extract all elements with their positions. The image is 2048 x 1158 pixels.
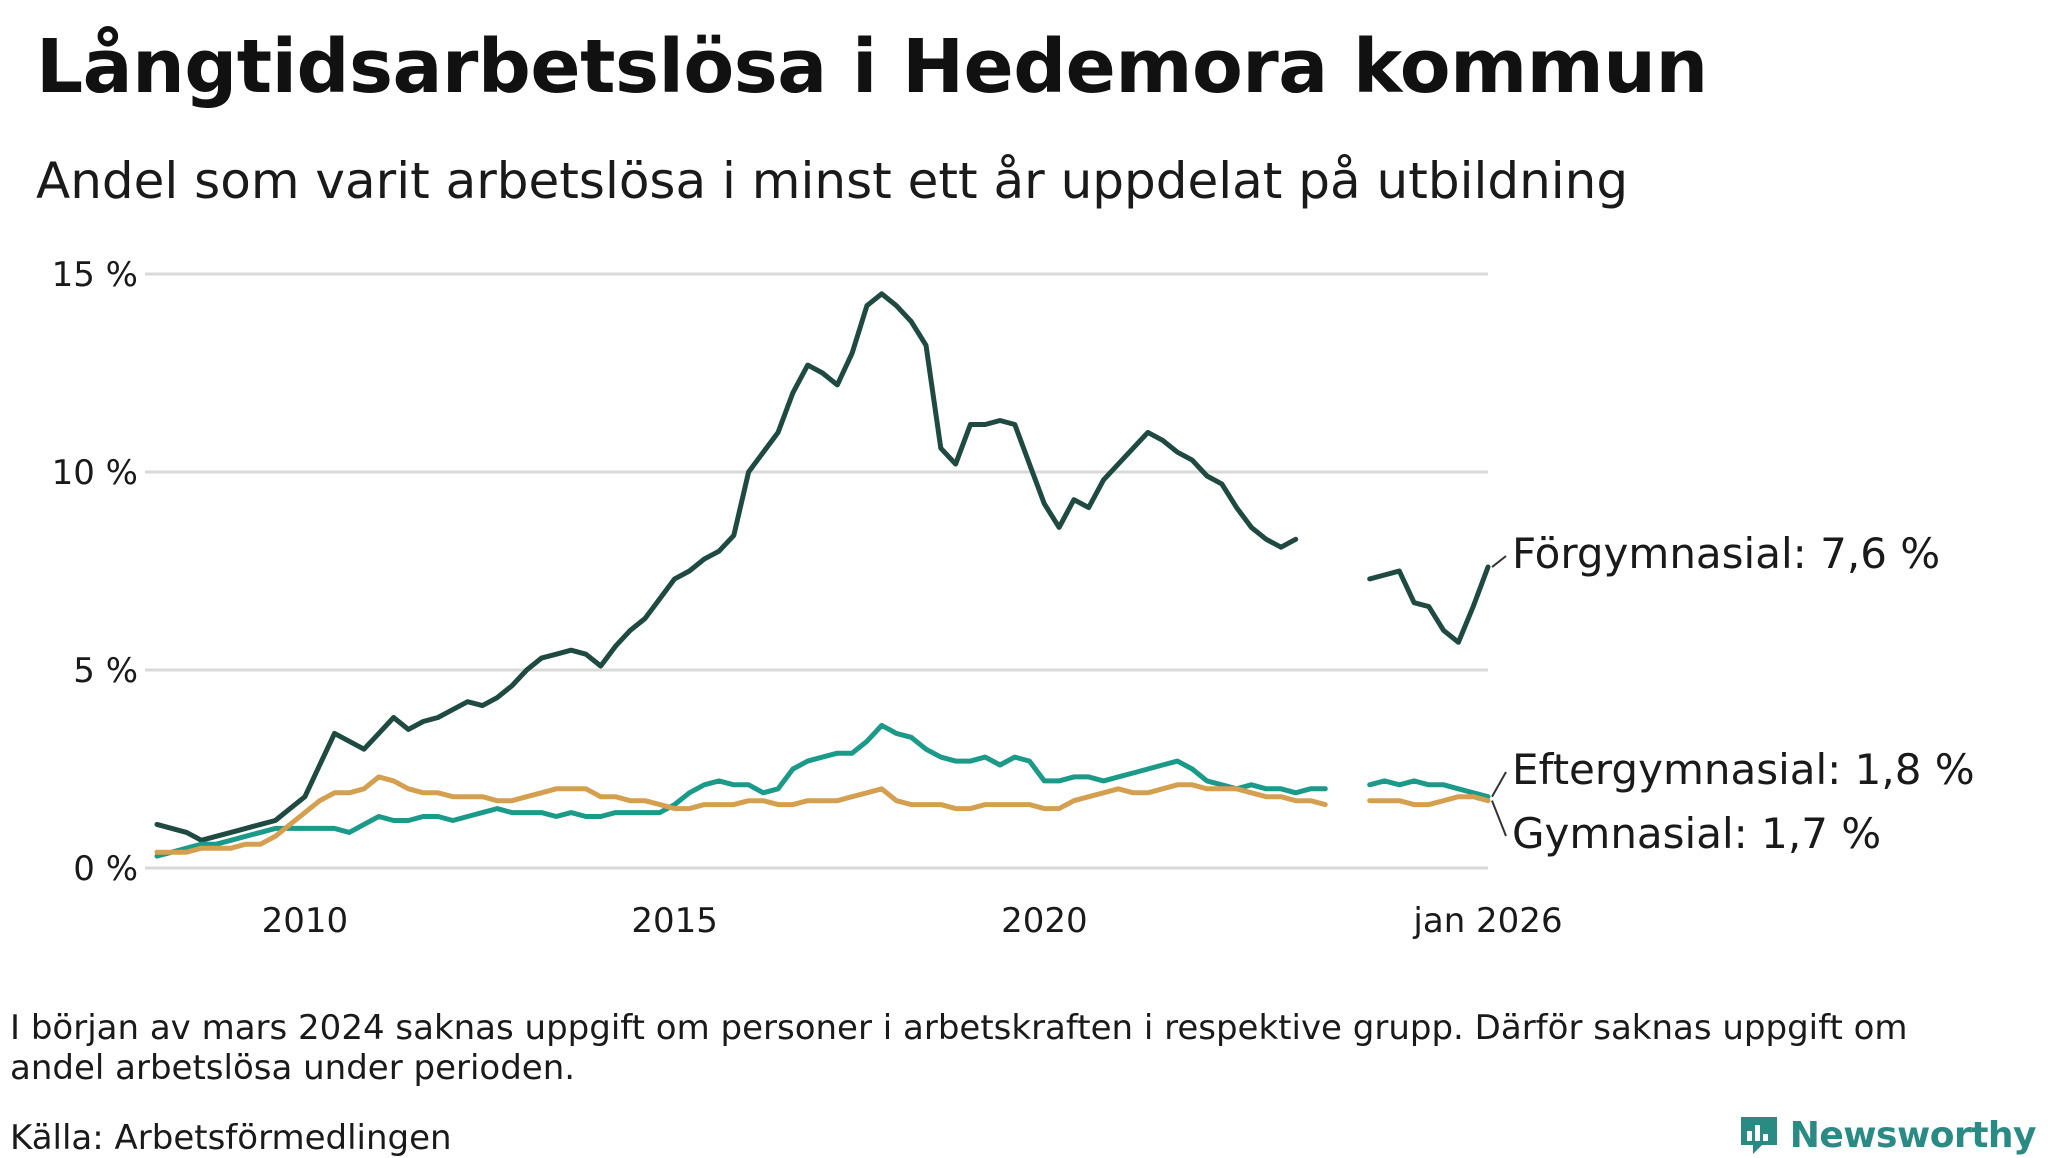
series-line-gymnasial — [154, 774, 1491, 855]
y-axis-ticks: 0 % 5 % 10 % 15 % — [52, 255, 138, 889]
brand-name: Newsworthy — [1789, 1114, 2037, 1156]
gridlines — [145, 272, 1488, 870]
chart-title: Långtidsarbetslösa i Hedemora kommun — [36, 24, 1708, 110]
y-tick-label: 15 % — [52, 255, 138, 295]
x-tick-label: 2020 — [1001, 901, 1088, 941]
footnote: I början av mars 2024 saknas uppgift om … — [10, 1008, 1908, 1088]
label-leader-line — [1491, 800, 1507, 837]
series-lines — [154, 291, 1491, 859]
x-tick-label: 2015 — [631, 901, 718, 941]
series-end-label: Eftergymnasial: 1,8 % — [1512, 745, 1975, 794]
x-axis-ticks: 2010 2015 2020 jan 2026 — [262, 901, 1563, 941]
series-end-label: Gymnasial: 1,7 % — [1512, 809, 1881, 858]
brand-logo: Newsworthy — [1738, 1114, 2037, 1156]
series-line-förgymnasial — [154, 291, 1491, 843]
y-tick-label: 0 % — [73, 849, 138, 889]
label-leader-line — [1491, 771, 1507, 798]
x-tick-label: 2010 — [262, 901, 349, 941]
bar-chart-logo-icon — [1740, 1117, 1777, 1154]
y-tick-label: 10 % — [52, 453, 138, 493]
y-tick-label: 5 % — [73, 651, 138, 691]
label-leader-line — [1491, 555, 1507, 568]
x-tick-label: jan 2026 — [1412, 901, 1562, 941]
series-end-label: Förgymnasial: 7,6 % — [1512, 529, 1940, 578]
chart-subtitle: Andel som varit arbetslösa i minst ett å… — [36, 152, 1629, 210]
series-line-eftergymnasial — [154, 722, 1491, 859]
series-end-labels: Förgymnasial: 7,6 % Eftergymnasial: 1,8 %… — [1491, 529, 1975, 858]
source-credit: Källa: Arbetsförmedlingen — [10, 1118, 452, 1158]
